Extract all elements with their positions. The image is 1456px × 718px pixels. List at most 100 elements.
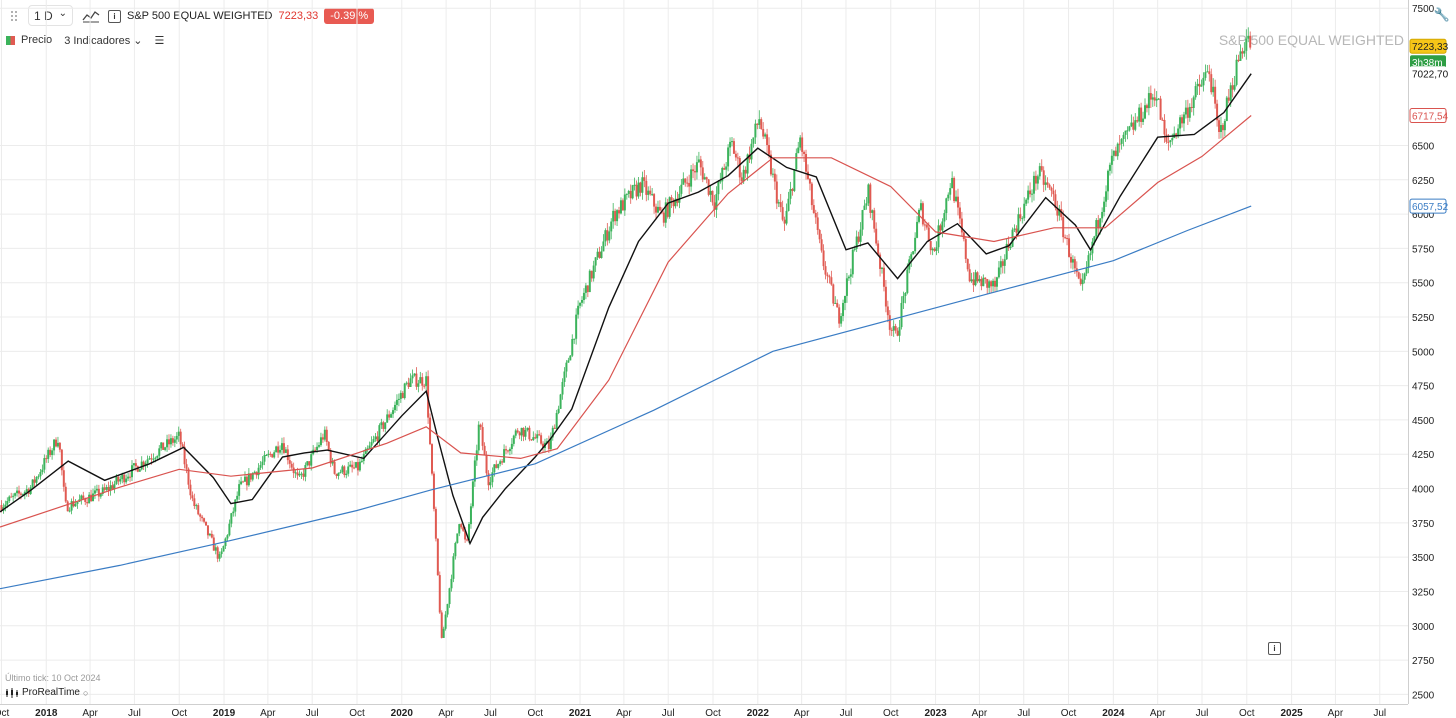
candle-body bbox=[92, 493, 95, 502]
candle-body bbox=[970, 279, 973, 282]
candle-body bbox=[99, 494, 102, 497]
candle-body bbox=[771, 173, 774, 175]
candle-body bbox=[384, 422, 387, 429]
candle-body bbox=[154, 457, 157, 459]
candle-body bbox=[1190, 106, 1193, 108]
chart-info-icon[interactable]: i bbox=[1268, 642, 1281, 655]
candle-body bbox=[1013, 228, 1016, 230]
x-tick-label: Apr bbox=[1328, 708, 1344, 718]
candle-body bbox=[822, 250, 825, 267]
x-tick-label: 2019 bbox=[213, 708, 236, 718]
candle-body bbox=[692, 169, 695, 172]
candle-body bbox=[766, 134, 769, 146]
candle-body bbox=[56, 442, 59, 447]
candle-body bbox=[672, 200, 675, 207]
candle-body bbox=[744, 169, 747, 174]
candle-body bbox=[189, 484, 192, 496]
candle-body bbox=[882, 267, 885, 287]
candle-body bbox=[980, 278, 983, 287]
candle-body bbox=[649, 190, 652, 195]
candle-body bbox=[600, 251, 603, 259]
last-price-axis-label-bg bbox=[1409, 38, 1447, 54]
info-icon[interactable]: i bbox=[108, 9, 121, 23]
x-tick-label: Oct bbox=[349, 708, 365, 718]
candle-body bbox=[177, 431, 180, 436]
candle-body bbox=[339, 472, 342, 474]
candle-body bbox=[95, 488, 98, 491]
candle-body bbox=[758, 119, 761, 125]
candle-body bbox=[167, 439, 170, 445]
candle-body bbox=[275, 446, 278, 453]
wrench-icon[interactable]: 🔧 bbox=[1433, 7, 1451, 22]
candle-body bbox=[230, 513, 233, 524]
chart-type-button[interactable] bbox=[79, 5, 103, 26]
candle-body bbox=[610, 221, 613, 232]
brand-name: ProRealTime bbox=[22, 687, 80, 698]
y-tick-label: 7500 bbox=[1412, 4, 1435, 15]
candle-body bbox=[121, 474, 124, 480]
candle-body bbox=[434, 508, 437, 539]
candle-body bbox=[1103, 201, 1106, 212]
candle-body bbox=[347, 466, 350, 474]
candle-body bbox=[826, 274, 829, 277]
candle-body bbox=[894, 326, 897, 331]
candle-body bbox=[1106, 170, 1109, 192]
candle-body bbox=[1169, 140, 1172, 143]
candle-body bbox=[1177, 128, 1180, 137]
candle-body bbox=[857, 236, 860, 242]
candle-body bbox=[1202, 77, 1205, 86]
timeframe-selector[interactable]: 1 D ⌄ bbox=[28, 5, 73, 26]
price-swatch bbox=[6, 35, 15, 45]
candle-body bbox=[993, 280, 996, 287]
candle-body bbox=[838, 307, 841, 324]
candle-body bbox=[528, 427, 531, 440]
candle-body bbox=[1235, 59, 1238, 85]
indicators-dropdown[interactable]: 3 Indicadores ⌄ bbox=[64, 34, 143, 47]
candle-body bbox=[1147, 93, 1150, 109]
candle-body bbox=[1196, 83, 1199, 87]
candle-body bbox=[423, 385, 426, 387]
x-tick-label: 2021 bbox=[569, 708, 592, 718]
candle-body bbox=[769, 154, 772, 175]
legend-price-label[interactable]: Precio bbox=[21, 34, 53, 46]
candle-body bbox=[1038, 166, 1041, 177]
candle-body bbox=[1239, 51, 1242, 61]
candle-body bbox=[1079, 278, 1082, 285]
candle-body bbox=[1036, 176, 1039, 184]
candle-body bbox=[501, 461, 504, 463]
candle-body bbox=[775, 181, 778, 204]
candle-body bbox=[4, 504, 7, 508]
y-tick-label: 4500 bbox=[1412, 416, 1435, 427]
candle-body bbox=[799, 137, 802, 148]
candle-body bbox=[1062, 217, 1065, 238]
candle-body bbox=[748, 154, 751, 160]
candle-body bbox=[756, 123, 759, 125]
candle-body bbox=[941, 221, 944, 231]
candle-body bbox=[454, 543, 457, 557]
candle-body bbox=[134, 463, 137, 467]
candle-body bbox=[754, 123, 757, 138]
candle-body bbox=[1130, 122, 1133, 127]
candle-body bbox=[584, 285, 587, 293]
candle-body bbox=[851, 249, 854, 275]
candle-body bbox=[510, 443, 513, 450]
candle-body bbox=[746, 154, 749, 174]
candle-body bbox=[430, 444, 433, 474]
list-icon[interactable]: ☰ bbox=[154, 34, 165, 47]
candle-body bbox=[845, 278, 848, 296]
candle-body bbox=[830, 277, 833, 285]
candle-body bbox=[701, 167, 704, 180]
candle-body bbox=[16, 490, 19, 494]
candle-body bbox=[960, 218, 963, 233]
candle-body bbox=[503, 449, 506, 463]
candle-body bbox=[109, 485, 112, 491]
mid-ma-axis-label: 6717,54 bbox=[1412, 112, 1449, 123]
candle-body bbox=[1029, 190, 1032, 195]
candle-body bbox=[47, 449, 50, 459]
candle-body bbox=[768, 145, 771, 155]
candle-body bbox=[968, 269, 971, 282]
drag-handle[interactable] bbox=[6, 5, 22, 26]
candle-body bbox=[892, 326, 895, 331]
candle-body bbox=[93, 490, 96, 494]
